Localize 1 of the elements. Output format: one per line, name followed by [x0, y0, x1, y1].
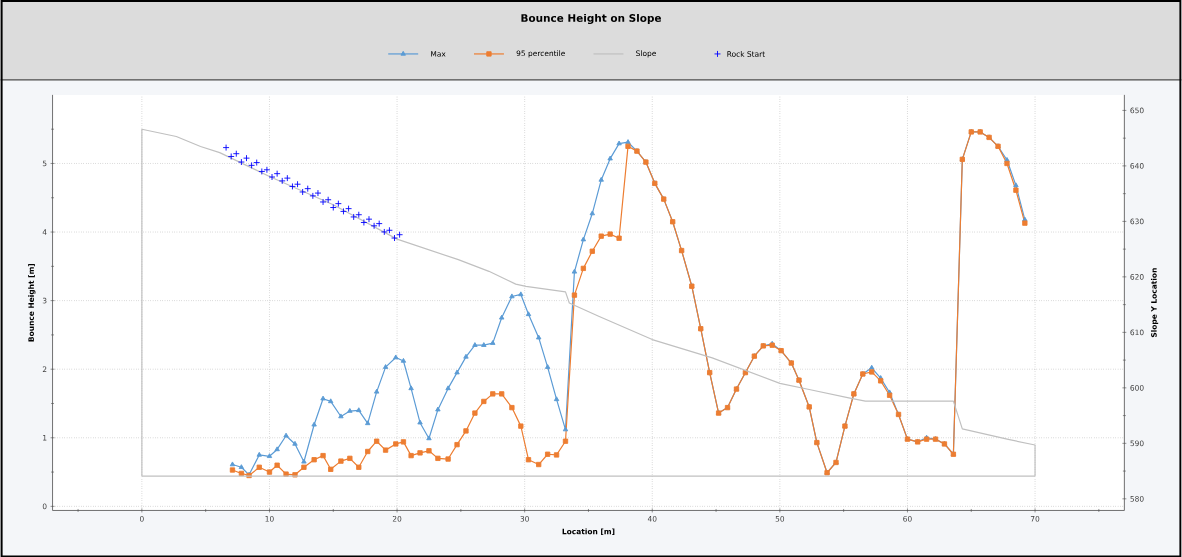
chart-title: Bounce Height on Slope	[521, 13, 661, 24]
